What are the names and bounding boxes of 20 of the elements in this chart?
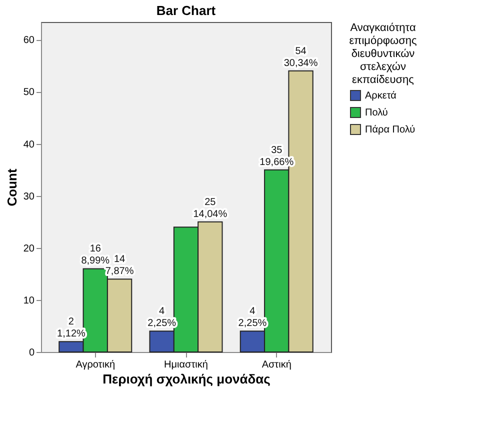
x-tick-label: Ημιαστική	[164, 360, 208, 370]
chart-title: Bar Chart	[156, 3, 216, 18]
data-label: 54 30,34%	[284, 46, 318, 69]
legend-title: Αναγκαιότητα επιμόρφωσης διευθυντικών στελεχών εκπαίδευσης	[349, 22, 417, 86]
y-tick-label: 20	[23, 243, 35, 254]
data-label: 16 8,99%	[81, 244, 110, 267]
y-tick-label: 30	[23, 191, 35, 202]
y-axis-title: Count	[4, 168, 20, 206]
x-tick-label: Αστική	[262, 360, 292, 370]
data-label: 25 14,04%	[193, 196, 228, 220]
legend-label: Πάρα Πολύ	[365, 124, 416, 136]
legend-label: Αρκετά	[365, 90, 397, 102]
y-tick-label: 0	[28, 348, 35, 358]
y-tick-label: 50	[23, 87, 35, 98]
y-tick-label: 10	[23, 295, 35, 306]
x-axis-title: Περιοχή σχολικής μονάδας	[102, 372, 271, 386]
y-tick-label: 60	[23, 35, 35, 46]
x-tick-label: Αγροτική	[76, 360, 116, 370]
legend-label: Πολύ	[365, 108, 388, 118]
y-tick-label: 40	[23, 139, 35, 150]
